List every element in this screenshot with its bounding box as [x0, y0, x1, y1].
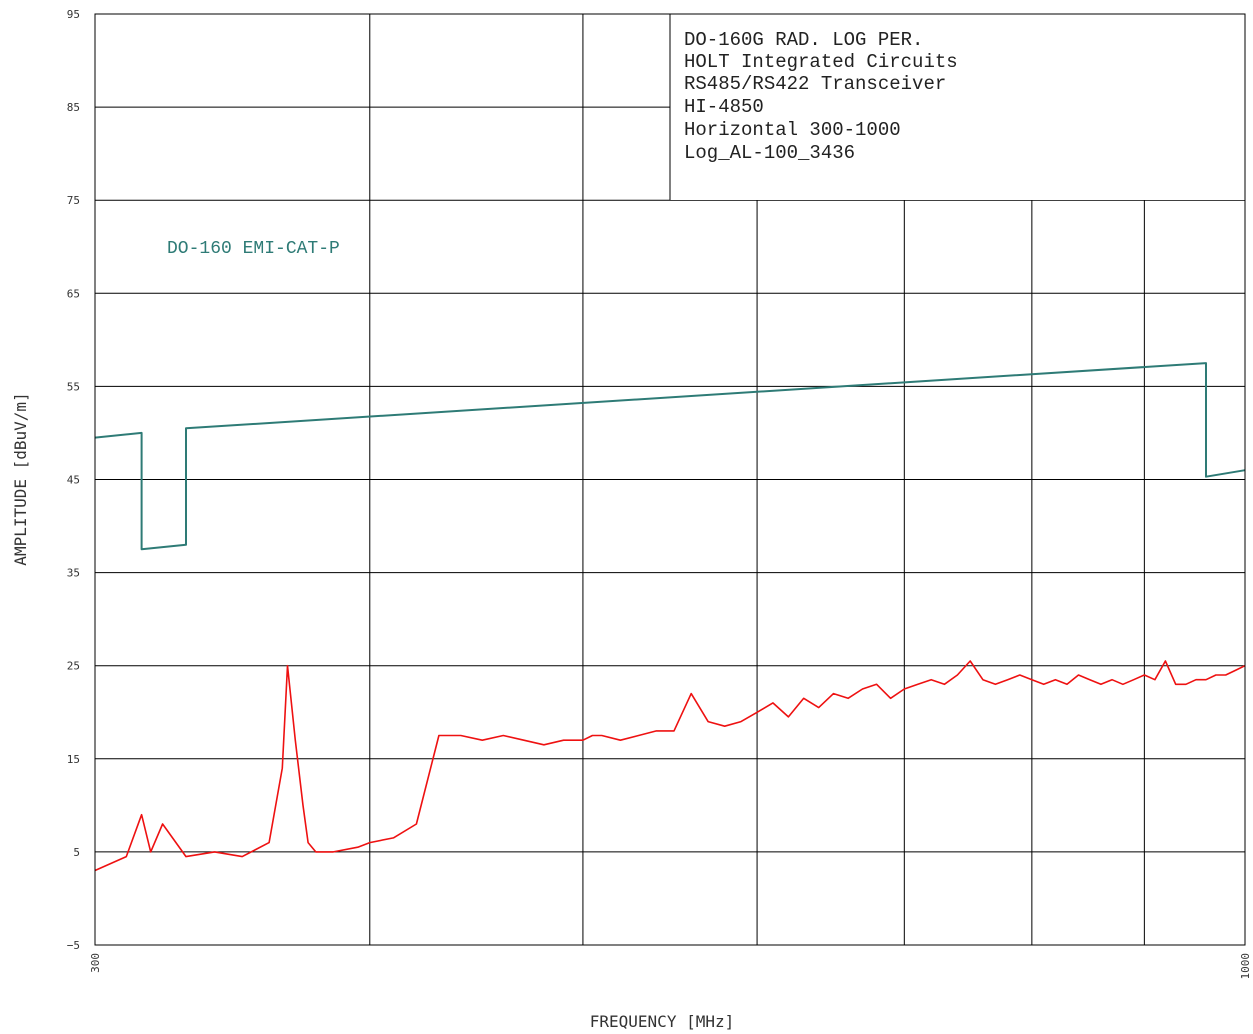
info-line-2: HOLT Integrated Circuits — [684, 51, 958, 73]
info-line-3: RS485/RS422 Transceiver — [684, 73, 946, 95]
y-tick-label: 25 — [67, 660, 80, 673]
limit-line — [94, 362, 1246, 551]
y-tick-labels: −5 5 15 25 35 45 55 65 75 85 95 — [67, 8, 80, 952]
y-tick-label: 15 — [67, 753, 80, 766]
y-tick-label: 55 — [67, 380, 80, 393]
y-tick-label: 65 — [67, 287, 80, 300]
y-tick-label: 75 — [67, 194, 80, 207]
limit-line-label: DO-160 EMI-CAT-P — [167, 239, 340, 259]
y-tick-label: 35 — [67, 567, 80, 580]
x-axis-title: FREQUENCY [MHz] — [590, 1012, 735, 1031]
plot-frame — [94, 13, 1246, 946]
y-tick-label: −5 — [67, 939, 80, 952]
info-line-4: HI-4850 — [684, 96, 764, 118]
y-axis-title: AMPLITUDE [dBuV/m] — [11, 392, 30, 565]
x-tick-label: 300 — [89, 953, 102, 973]
x-tick-label: 1000 — [1239, 953, 1252, 980]
y-tick-label: 5 — [73, 846, 80, 859]
y-tick-label: 85 — [67, 101, 80, 114]
y-tick-label: 45 — [67, 474, 80, 487]
x-tick-labels: 300 1000 — [89, 953, 1252, 980]
series-layer — [94, 362, 1246, 872]
y-tick-label: 95 — [67, 8, 80, 21]
info-line-6: Log_AL-100_3436 — [684, 142, 855, 164]
info-box: DO-160G RAD. LOG PER. HOLT Integrated Ci… — [669, 14, 1245, 200]
info-line-5: Horizontal 300-1000 — [684, 119, 901, 141]
emission-trace — [94, 660, 1246, 872]
info-line-1: DO-160G RAD. LOG PER. — [684, 29, 923, 51]
